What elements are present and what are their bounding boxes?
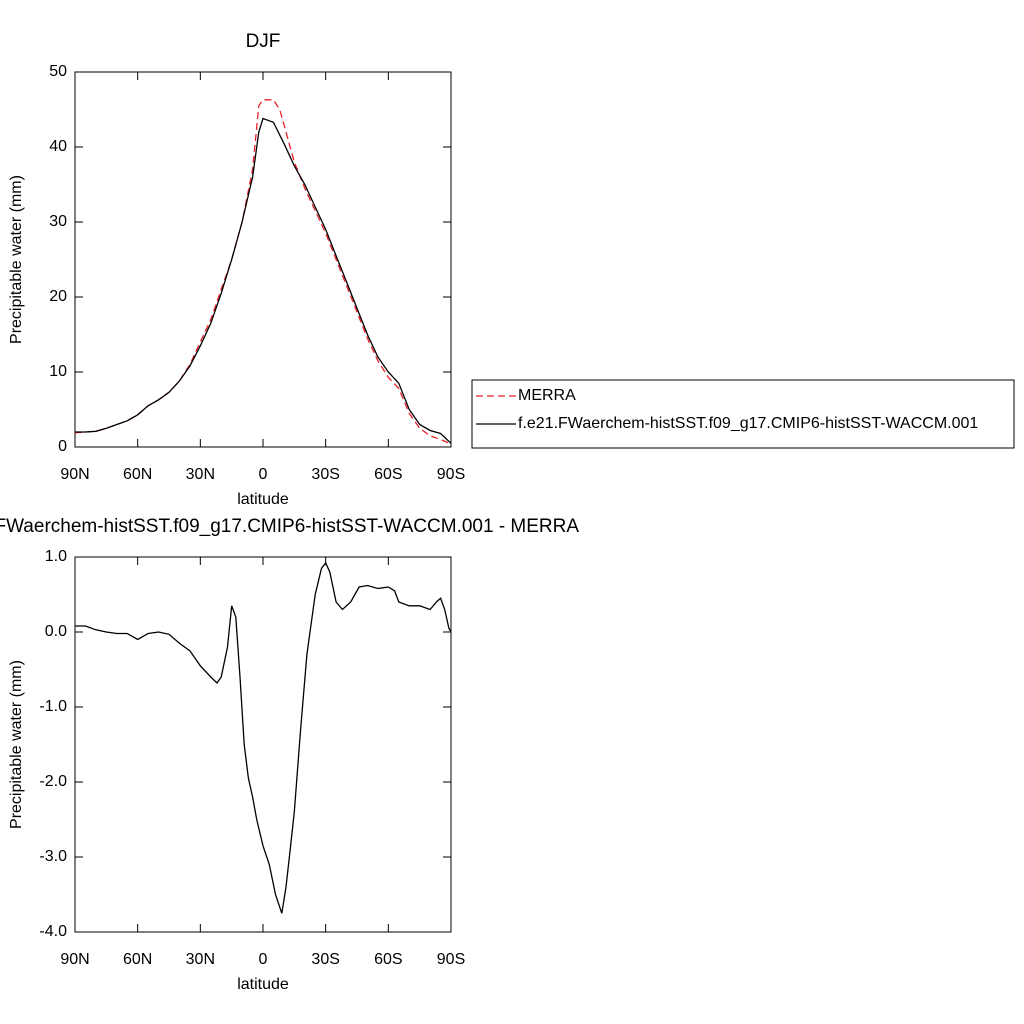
y-tick-label: -4.0 [39,923,67,940]
y-tick-label: 20 [49,288,67,305]
plot-frame [74,71,452,448]
y-tick-label: -1.0 [39,698,67,715]
y-axis-label: Precipitable water (mm) [8,175,25,344]
x-tick-label: 30S [311,951,339,968]
x-tick-label: 90N [60,466,89,483]
x-tick-label: 90N [60,951,89,968]
x-tick-label: 60S [374,466,402,483]
chart-title: DJF [246,31,281,52]
data-line [75,117,452,444]
x-tick-label: 30N [186,466,215,483]
legend: MERRA f.e21.FWaerchem-histSST.f09_g17.CMI… [471,379,1015,449]
y-tick-label: 0.0 [45,623,67,640]
x-axis-label: latitude [237,491,289,508]
x-tick-label: 0 [259,466,268,483]
y-tick-label: 40 [49,138,67,155]
y-tick-label: -2.0 [39,773,67,790]
y-axis-label: Precipitable water (mm) [8,660,25,829]
data-line [74,99,452,445]
y-tick-label: 30 [49,213,67,230]
x-tick-label: 60N [123,951,152,968]
y-tick-label: 50 [49,63,67,80]
legend-label: MERRA [518,387,576,404]
x-tick-label: 0 [259,951,268,968]
chart-title: f.e21.FWaerchem-histSST.f09_g17.CMIP6-hi… [0,516,579,537]
x-tick-label: 60N [123,466,152,483]
x-tick-label: 90S [437,466,465,483]
y-tick-label: 0 [58,438,67,455]
plot-frame [74,556,452,933]
x-tick-label: 30S [311,466,339,483]
y-tick-label: 1.0 [45,548,67,565]
legend-label: f.e21.FWaerchem-histSST.f09_g17.CMIP6-hi… [518,415,978,432]
y-tick-label: 10 [49,363,67,380]
x-axis-label: latitude [237,976,289,993]
x-tick-label: 90S [437,951,465,968]
data-line [75,561,452,914]
x-tick-label: 60S [374,951,402,968]
y-tick-label: -3.0 [39,848,67,865]
x-tick-label: 30N [186,951,215,968]
legend-box [471,379,1015,449]
